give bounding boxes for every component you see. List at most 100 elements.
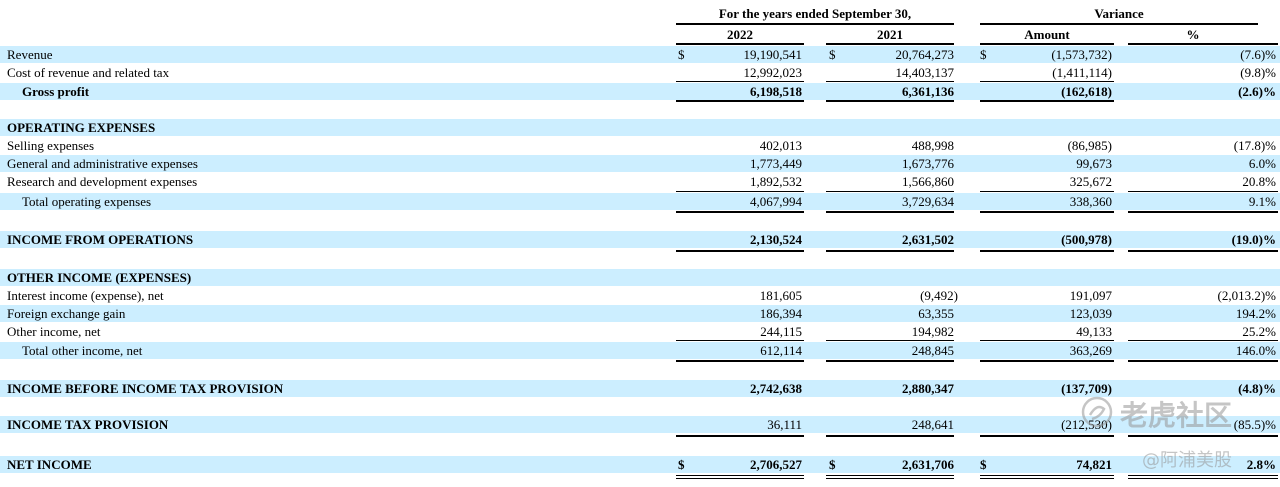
table-row-total-other-income: Total other income, net 612,114 248,845 … (0, 342, 1280, 359)
value-2021: 248,641 (911, 417, 954, 432)
column-header-2021: 2021 (877, 27, 903, 42)
table-row-cost-of-revenue: Cost of revenue and related tax 12,992,0… (0, 64, 1280, 81)
variance-percent: 9.1% (1248, 194, 1276, 209)
value-2021: 2,880,347 (902, 381, 954, 396)
variance-amount: (86,985) (1067, 138, 1112, 153)
value-2021: 63,355 (918, 306, 954, 321)
total-rule (826, 435, 954, 437)
row-label: Revenue (7, 47, 53, 62)
value-2021: 2,631,502 (902, 232, 954, 247)
value-2022: 181,605 (759, 288, 802, 303)
section-heading-operating-expenses: OPERATING EXPENSES (0, 119, 1280, 136)
dollar-sign: $ (980, 47, 987, 62)
variance-percent: 25.2% (1242, 324, 1276, 339)
value-2021: 1,566,860 (902, 174, 954, 189)
row-label: Cost of revenue and related tax (7, 65, 170, 80)
period-header: For the years ended September 30, (718, 6, 912, 21)
total-rule (980, 211, 1114, 213)
value-2021: 248,845 (911, 343, 954, 358)
table-row-other-income-net: Other income, net 244,115 194,982 49,133… (0, 323, 1280, 340)
total-rule (676, 435, 804, 437)
value-2021: 2,631,706 (902, 457, 954, 472)
row-label: General and administrative expenses (7, 156, 198, 171)
value-2022: 6,198,518 (750, 84, 802, 99)
table-row-research-development: Research and development expenses 1,892,… (0, 173, 1280, 190)
total-rule (826, 360, 954, 362)
variance-amount: 49,133 (1076, 324, 1112, 339)
column-header-amount: Amount (1024, 27, 1070, 42)
total-rule (1128, 250, 1278, 252)
value-2022: 19,190,541 (743, 47, 803, 62)
value-2022: 36,111 (767, 417, 802, 432)
double-underline (826, 475, 954, 479)
total-rule (980, 360, 1114, 362)
value-2022: 402,013 (759, 138, 802, 153)
column-rule-2022 (676, 43, 804, 45)
variance-percent: (2.6)% (1238, 84, 1276, 99)
total-rule (676, 360, 804, 362)
value-2022: 12,992,023 (743, 65, 803, 80)
column-rule-amount (980, 43, 1114, 45)
total-rule (980, 435, 1114, 437)
watermark-author: @阿浦美股 (1142, 450, 1232, 471)
subtotal-rule (980, 340, 1114, 341)
variance-percent: (17.8)% (1233, 138, 1276, 153)
dollar-sign: $ (678, 457, 685, 472)
total-rule (1128, 435, 1278, 437)
section-heading-other-income: OTHER INCOME (EXPENSES) (0, 269, 1280, 286)
column-rule-2021 (826, 43, 954, 45)
subtotal-rule (676, 191, 804, 192)
double-underline (1128, 475, 1278, 479)
table-row-total-operating-expenses: Total operating expenses 4,067,994 3,729… (0, 193, 1280, 210)
value-2021: 3,729,634 (902, 194, 954, 209)
variance-percent: 2.8% (1246, 457, 1276, 472)
value-2022: 2,706,527 (750, 457, 802, 472)
table-row-general-admin: General and administrative expenses 1,77… (0, 155, 1280, 172)
variance-amount: 325,672 (1069, 174, 1112, 189)
total-rule (1128, 360, 1278, 362)
variance-percent: 194.2% (1235, 306, 1276, 321)
subtotal-rule (676, 340, 804, 341)
variance-amount: (1,411,114) (1052, 65, 1112, 80)
table-row-net-income: NET INCOME $ 2,706,527 $ 2,631,706 $ 74,… (0, 456, 1280, 473)
variance-amount: 363,269 (1069, 343, 1112, 358)
value-2021: (9,492) (920, 288, 958, 303)
total-rule (826, 100, 954, 102)
subtotal-rule (1128, 191, 1278, 192)
double-underline (676, 475, 804, 479)
row-label: INCOME TAX PROVISION (7, 417, 169, 432)
row-label: Other income, net (7, 324, 101, 339)
row-label: Research and development expenses (7, 174, 198, 189)
table-row-interest-income: Interest income (expense), net 181,605 (… (0, 287, 1280, 304)
variance-amount: 338,360 (1069, 194, 1112, 209)
value-2022: 612,114 (760, 343, 802, 358)
dollar-sign: $ (980, 457, 987, 472)
table-row-income-tax-provision: INCOME TAX PROVISION 36,111 248,641 (212… (0, 416, 1280, 433)
table-row-revenue: Revenue $ 19,190,541 $ 20,764,273 $ (1,5… (0, 46, 1280, 63)
watermark-logo-icon (1081, 396, 1113, 428)
total-rule (826, 211, 954, 213)
row-label: INCOME FROM OPERATIONS (7, 232, 194, 247)
variance-amount: (212,530) (1061, 417, 1112, 432)
variance-percent: (85.5)% (1233, 417, 1276, 432)
variance-amount: (137,709) (1061, 381, 1112, 396)
total-rule (676, 100, 804, 102)
subtotal-rule (826, 340, 954, 341)
row-label: Gross profit (22, 84, 90, 99)
total-rule (980, 250, 1114, 252)
row-label: NET INCOME (7, 457, 92, 472)
value-2021: 14,403,137 (895, 65, 955, 80)
value-2021: 1,673,776 (902, 156, 954, 171)
table-row-gross-profit: Gross profit 6,198,518 6,361,136 (162,61… (0, 83, 1280, 100)
value-2021: 488,998 (911, 138, 954, 153)
subtotal-rule (826, 191, 954, 192)
subtotal-rule (826, 81, 954, 82)
total-rule (676, 250, 804, 252)
subtotal-rule (980, 191, 1114, 192)
variance-percent: (2,013.2)% (1217, 288, 1277, 303)
variance-amount: 123,039 (1069, 306, 1112, 321)
total-rule (980, 100, 1114, 102)
row-label: Total operating expenses (22, 194, 152, 209)
variance-amount: 99,673 (1076, 156, 1112, 171)
table-row-income-from-operations: INCOME FROM OPERATIONS 2,130,524 2,631,5… (0, 231, 1280, 248)
